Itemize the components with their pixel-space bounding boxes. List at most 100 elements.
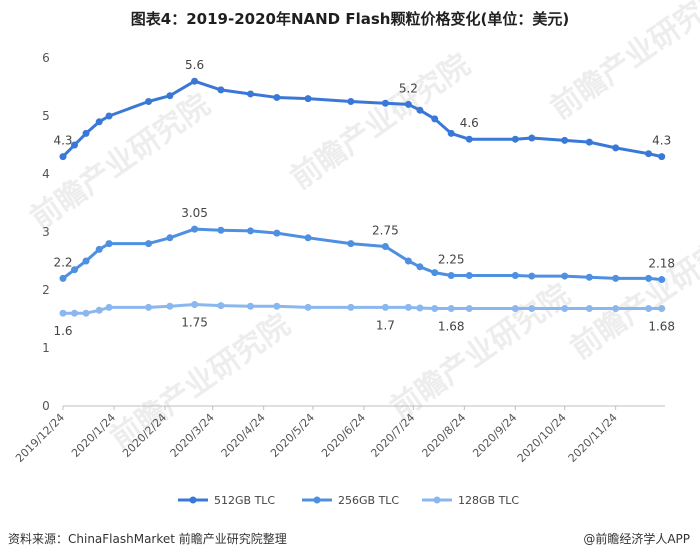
x-tick-label: 2020/10/24 — [515, 411, 569, 465]
legend-swatch-marker — [313, 496, 321, 504]
data-point — [105, 112, 113, 120]
watermark-text: 前瞻产业研究院 — [285, 47, 477, 196]
data-label: 5.6 — [185, 58, 204, 72]
data-point — [416, 263, 424, 271]
data-point — [217, 302, 225, 310]
data-label: 4.6 — [460, 116, 479, 130]
data-point — [645, 305, 653, 313]
data-point — [304, 95, 312, 103]
series-line-512gb-tlc — [61, 79, 663, 159]
data-point — [105, 303, 113, 311]
data-point — [585, 138, 593, 146]
data-point — [447, 305, 455, 313]
data-point — [612, 144, 620, 152]
data-point — [465, 305, 473, 313]
data-point — [273, 229, 281, 237]
data-point — [431, 269, 439, 277]
y-tick-label: 4 — [42, 167, 50, 181]
legend-swatch-marker — [189, 496, 197, 504]
data-point — [273, 302, 281, 310]
data-point — [82, 309, 90, 317]
data-label: 4.3 — [652, 134, 671, 148]
data-point — [381, 303, 389, 311]
x-tick-label: 2020/9/24 — [470, 411, 519, 460]
data-label: 1.6 — [53, 324, 72, 338]
data-point — [658, 153, 666, 161]
data-point — [447, 129, 455, 137]
data-point — [191, 225, 199, 233]
data-point — [247, 227, 255, 235]
y-tick-label: 1 — [42, 341, 50, 355]
data-point — [528, 134, 536, 142]
data-point — [347, 303, 355, 311]
data-point — [645, 274, 653, 282]
data-point — [465, 272, 473, 279]
data-point — [82, 129, 90, 137]
watermark-text: 前瞻产业研究院 — [565, 217, 700, 366]
y-tick-label: 0 — [42, 399, 50, 413]
data-point — [59, 153, 67, 161]
legend-label: 128GB TLC — [458, 494, 519, 507]
data-point — [166, 234, 174, 242]
data-point — [166, 92, 174, 100]
x-tick-label: 2020/4/24 — [219, 411, 268, 460]
data-point — [105, 240, 113, 248]
data-point — [82, 257, 90, 265]
data-point — [645, 150, 653, 158]
data-point — [71, 141, 79, 149]
data-point — [431, 305, 439, 313]
y-tick-label: 3 — [42, 225, 50, 239]
data-label: 1.75 — [181, 316, 208, 330]
x-tick-label: 2020/7/24 — [368, 411, 417, 460]
data-point — [71, 266, 79, 274]
data-point — [612, 305, 620, 313]
data-label: 1.68 — [648, 320, 675, 334]
data-point — [304, 234, 312, 242]
data-point — [404, 257, 412, 265]
data-label: 1.68 — [438, 320, 465, 334]
data-point — [416, 304, 424, 312]
data-point — [511, 305, 519, 313]
data-point — [95, 245, 103, 253]
data-point — [59, 309, 67, 317]
data-point — [71, 309, 79, 317]
data-point — [585, 273, 593, 281]
data-point — [347, 240, 355, 248]
data-point — [217, 226, 225, 234]
data-point — [404, 100, 412, 108]
data-point — [145, 98, 153, 105]
data-point — [145, 240, 153, 248]
data-point — [145, 303, 153, 311]
data-point — [166, 302, 174, 310]
data-point — [347, 98, 355, 105]
x-tick-label: 2020/6/24 — [319, 411, 368, 460]
data-point — [585, 305, 593, 313]
chart-title: 图表4：2019-2020年NAND Flash颗粒价格变化(单位：美元) — [130, 10, 570, 28]
data-label: 2.2 — [53, 255, 72, 269]
x-tick-label: 2020/5/24 — [268, 411, 317, 460]
data-point — [95, 118, 103, 126]
data-point — [381, 243, 389, 250]
data-label: 2.18 — [648, 257, 675, 271]
data-point — [528, 272, 536, 280]
data-point — [191, 77, 199, 85]
data-point — [191, 301, 199, 308]
data-point — [247, 90, 255, 98]
data-point — [447, 272, 455, 279]
data-point — [561, 272, 569, 280]
data-point — [511, 272, 519, 279]
data-point — [658, 276, 666, 284]
legend-label: 256GB TLC — [338, 494, 399, 507]
y-tick-label: 2 — [42, 283, 50, 297]
watermark-text: 前瞻产业研究院 — [545, 0, 700, 127]
data-point — [561, 305, 569, 313]
data-point — [465, 135, 473, 143]
data-point — [431, 115, 439, 123]
data-point — [658, 305, 666, 313]
data-point — [416, 106, 424, 114]
data-point — [381, 99, 389, 107]
legend-swatch-marker — [433, 496, 441, 504]
data-point — [511, 135, 519, 143]
data-point — [217, 86, 225, 94]
